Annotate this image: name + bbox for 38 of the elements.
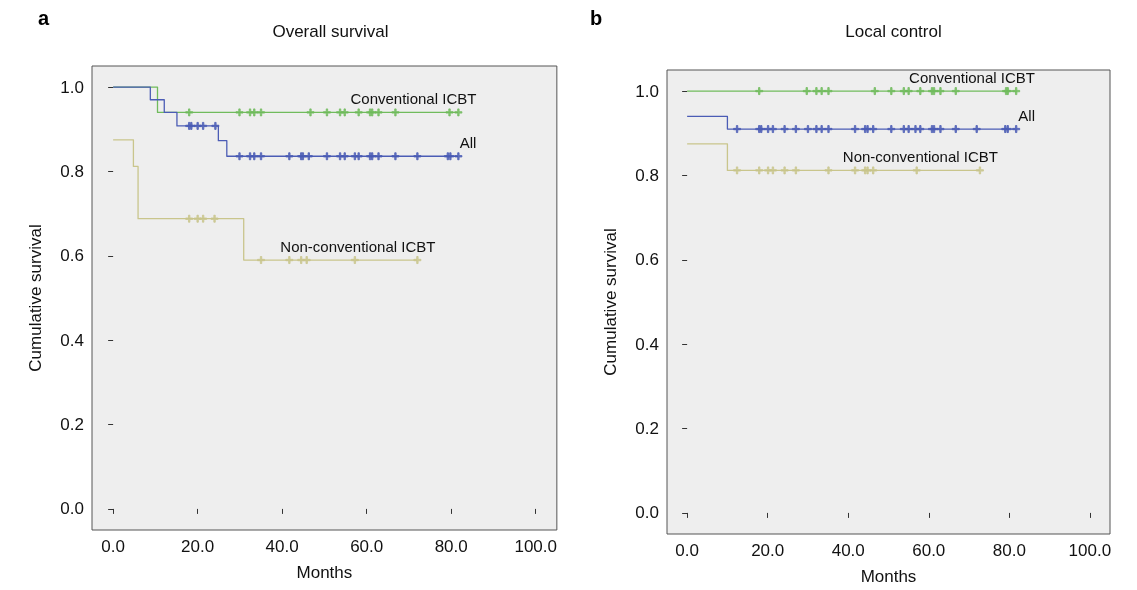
x-tick-label: 40.0 xyxy=(265,537,299,556)
x-tick-label: 0.0 xyxy=(675,541,699,560)
chart-title: Overall survival xyxy=(272,22,389,41)
y-tick-label: 0.8 xyxy=(60,161,84,181)
y-tick-label: 1.0 xyxy=(635,81,659,101)
x-tick-label: 40.0 xyxy=(831,541,865,560)
x-tick-label: 100.0 xyxy=(514,537,557,556)
y-tick-label: 0.8 xyxy=(635,165,659,185)
y-tick-label: 0.2 xyxy=(635,419,659,439)
y-tick-label: 0.0 xyxy=(60,499,84,519)
y-tick-label: 0.0 xyxy=(635,503,659,523)
x-tick-label: 80.0 xyxy=(434,537,468,556)
x-tick-label: 100.0 xyxy=(1068,541,1112,560)
series-label: All xyxy=(1018,107,1035,125)
text: a xyxy=(38,7,50,29)
x-axis-title: Months xyxy=(860,567,917,586)
series-label: Conventional ICBT xyxy=(350,90,477,108)
x-tick-label: 60.0 xyxy=(912,541,946,560)
series-label: Conventional ICBT xyxy=(909,69,1035,87)
y-tick-label: 1.0 xyxy=(60,77,84,97)
x-axis-title: Months xyxy=(296,563,353,582)
series-label: Non-conventional ICBT xyxy=(280,238,436,256)
series-label: Non-conventional ICBT xyxy=(842,148,998,166)
series-label: All xyxy=(459,134,477,152)
y-tick-label: 0.2 xyxy=(60,415,84,435)
x-tick-label: 20.0 xyxy=(181,537,215,556)
x-tick-label: 80.0 xyxy=(992,541,1026,560)
x-tick-label: 60.0 xyxy=(350,537,384,556)
y-axis-title: Cumulative survival xyxy=(26,224,45,372)
y-tick-label: 0.6 xyxy=(60,246,84,266)
y-tick-label: 0.4 xyxy=(60,330,84,350)
text: b xyxy=(590,7,603,29)
x-tick-label: 20.0 xyxy=(751,541,785,560)
y-tick-label: 0.6 xyxy=(635,250,659,270)
y-axis-title: Cumulative survival xyxy=(601,228,620,376)
x-tick-label: 0.0 xyxy=(101,537,125,556)
y-tick-label: 0.4 xyxy=(635,334,659,354)
chart-title: Local control xyxy=(845,22,942,41)
